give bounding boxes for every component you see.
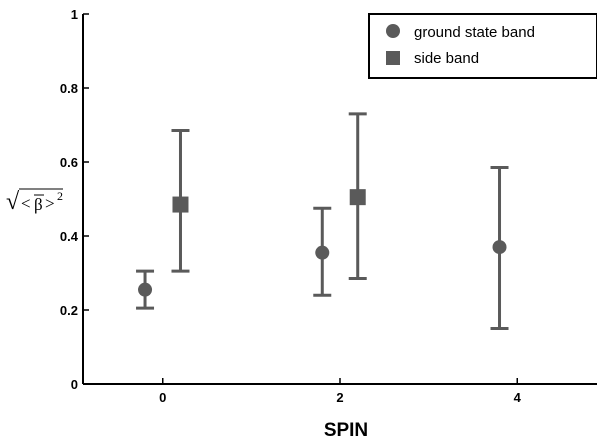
legend-label-side-band: side band bbox=[414, 50, 479, 67]
y-axis-title-close: > bbox=[45, 194, 55, 213]
data-marks bbox=[136, 112, 509, 330]
x-tick-label: 0 bbox=[159, 390, 166, 405]
y-tick-label: 0.2 bbox=[60, 303, 78, 318]
data-point-square bbox=[172, 196, 189, 213]
y-axis-title-radical: √ bbox=[6, 189, 20, 215]
data-point-circle bbox=[138, 282, 153, 297]
y-tick-label: 0.4 bbox=[60, 229, 79, 244]
legend-circle-marker bbox=[386, 24, 400, 38]
legend-square-marker bbox=[386, 51, 400, 65]
y-tick-label: 1 bbox=[71, 7, 78, 22]
y-axis-title-power: 2 bbox=[57, 189, 63, 203]
legend-label-ground-state-band: ground state band bbox=[414, 24, 535, 41]
x-tick-label: 2 bbox=[336, 390, 343, 405]
data-point-circle bbox=[315, 245, 330, 260]
x-axis-title: SPIN bbox=[324, 420, 368, 439]
y-axis-title-symbol: β bbox=[34, 195, 43, 214]
data-point-square bbox=[349, 189, 366, 206]
x-ticks: 0 2 4 bbox=[159, 378, 522, 405]
legend-box bbox=[368, 13, 597, 79]
x-tick-label: 4 bbox=[514, 390, 522, 405]
y-axis-title-open: < bbox=[21, 194, 31, 213]
y-axis-title: √ < β > 2 bbox=[6, 188, 63, 215]
y-tick-label: 0.8 bbox=[60, 81, 78, 96]
y-ticks: 0 0.2 0.4 0.6 0.8 1 bbox=[60, 7, 89, 392]
legend: ground state band side band bbox=[368, 13, 597, 79]
y-tick-label: 0 bbox=[71, 377, 78, 392]
y-tick-label: 0.6 bbox=[60, 155, 78, 170]
data-point-circle bbox=[492, 240, 507, 255]
